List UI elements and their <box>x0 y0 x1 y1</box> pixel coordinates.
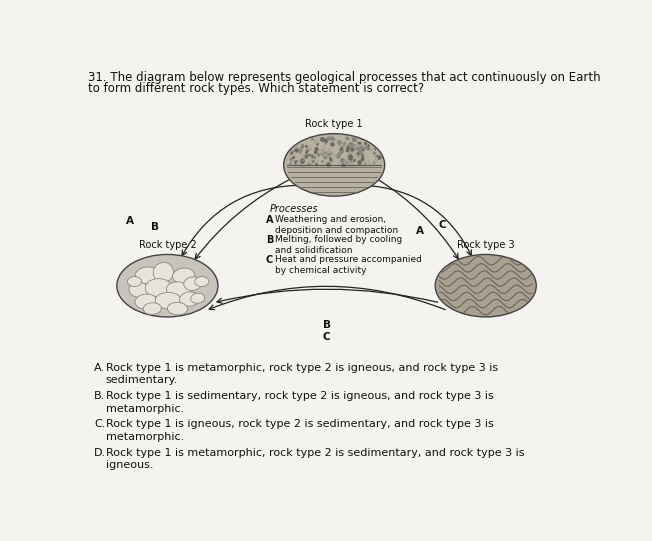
Text: C: C <box>439 220 447 230</box>
Ellipse shape <box>195 276 209 287</box>
Text: metamorphic.: metamorphic. <box>106 432 184 442</box>
FancyArrowPatch shape <box>217 289 437 303</box>
Ellipse shape <box>168 302 188 315</box>
Text: A: A <box>416 226 424 236</box>
Text: A.: A. <box>94 363 105 373</box>
Text: Rock type 3: Rock type 3 <box>457 240 514 250</box>
Text: D.: D. <box>94 448 106 458</box>
Ellipse shape <box>179 292 200 306</box>
Ellipse shape <box>173 268 194 283</box>
Ellipse shape <box>155 292 181 309</box>
Ellipse shape <box>153 262 173 282</box>
Ellipse shape <box>436 254 537 317</box>
Text: Rock type 2: Rock type 2 <box>138 240 196 250</box>
Text: Heat and pressure accompanied
by chemical activity: Heat and pressure accompanied by chemica… <box>275 255 422 275</box>
Text: C.: C. <box>94 419 106 430</box>
Ellipse shape <box>184 277 201 291</box>
Ellipse shape <box>166 282 190 298</box>
Text: B.: B. <box>94 391 106 401</box>
Text: Rock type 1 is metamorphic, rock type 2 is igneous, and rock type 3 is: Rock type 1 is metamorphic, rock type 2 … <box>106 363 498 373</box>
Ellipse shape <box>135 294 157 309</box>
Text: Processes: Processes <box>269 204 318 214</box>
Text: A: A <box>125 216 134 226</box>
Ellipse shape <box>284 134 385 196</box>
Ellipse shape <box>135 267 159 283</box>
Ellipse shape <box>128 276 141 287</box>
Text: Rock type 1 is sedimentary, rock type 2 is igneous, and rock type 3 is: Rock type 1 is sedimentary, rock type 2 … <box>106 391 494 401</box>
Text: Melting, followed by cooling
and solidification: Melting, followed by cooling and solidif… <box>275 235 402 255</box>
Text: Rock type 1 is metamorphic, rock type 2 is sedimentary, and rock type 3 is: Rock type 1 is metamorphic, rock type 2 … <box>106 448 524 458</box>
Text: igneous.: igneous. <box>106 460 153 470</box>
Text: Weathering and erosion,
deposition and compaction: Weathering and erosion, deposition and c… <box>275 215 398 235</box>
Text: sedimentary.: sedimentary. <box>106 375 178 385</box>
Text: Rock type 1 is igneous, rock type 2 is sedimentary, and rock type 3 is: Rock type 1 is igneous, rock type 2 is s… <box>106 419 494 430</box>
Ellipse shape <box>145 279 171 297</box>
Text: C: C <box>323 332 331 341</box>
Text: A: A <box>266 215 273 225</box>
Text: 31. The diagram below represents geological processes that act continuously on E: 31. The diagram below represents geologi… <box>87 71 600 84</box>
FancyArrowPatch shape <box>209 286 445 309</box>
Ellipse shape <box>117 254 218 317</box>
Ellipse shape <box>129 282 149 298</box>
Text: B: B <box>323 320 331 330</box>
FancyArrowPatch shape <box>195 179 291 259</box>
FancyArrowPatch shape <box>377 179 458 259</box>
Text: Rock type 1: Rock type 1 <box>305 120 363 129</box>
Text: B: B <box>266 235 273 245</box>
Text: B: B <box>151 222 159 233</box>
FancyArrowPatch shape <box>182 185 304 255</box>
FancyArrowPatch shape <box>364 186 471 255</box>
Text: to form different rock types. Which statement is correct?: to form different rock types. Which stat… <box>87 82 424 95</box>
Ellipse shape <box>190 293 205 304</box>
Text: C: C <box>266 255 273 265</box>
Ellipse shape <box>143 303 161 314</box>
Text: metamorphic.: metamorphic. <box>106 404 184 413</box>
